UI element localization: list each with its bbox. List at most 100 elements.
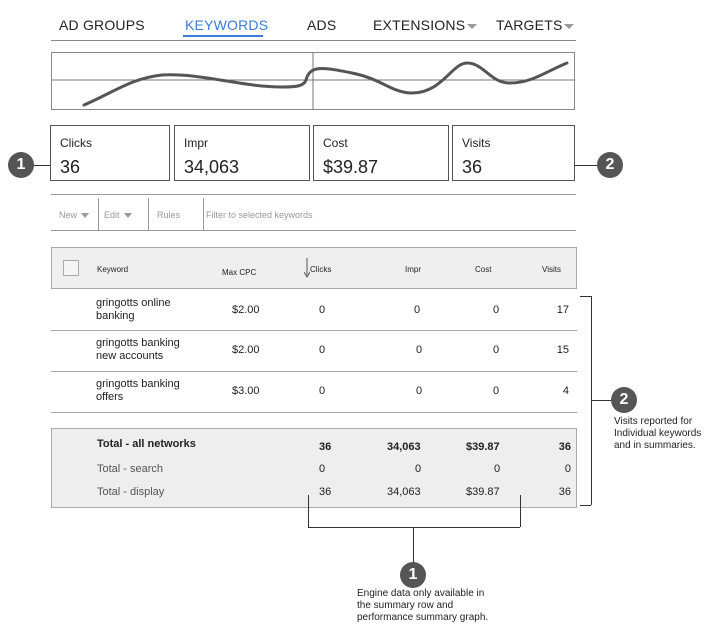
metric-impr-label: Impr [184,136,208,150]
max-cpc-cell[interactable]: $2.00 [232,344,260,356]
tab-extensions-label: EXTENSIONS [373,17,466,33]
table-row[interactable]: gringotts online banking $2.00 0 0 0 17 [51,290,577,331]
visits-bracket-connector [591,400,611,401]
tab-extensions[interactable]: EXTENSIONS [373,17,478,33]
note-line: and in summaries. [614,440,696,451]
keyword-line: banking [96,310,135,322]
max-cpc-cell[interactable]: $2.00 [232,304,260,316]
toolbar-separator [98,198,99,230]
keyword-cell[interactable]: gringotts online banking [96,297,196,323]
toolbar-separator [148,198,149,230]
summary-cost: $39.87 [466,441,500,453]
tab-keywords[interactable]: KEYWORDS [185,17,269,33]
metric-impr-value: 34,063 [184,157,240,177]
sort-arrow-icon [303,258,311,283]
engine-bracket-base [308,527,520,528]
keyword-line: gringotts banking [96,378,180,390]
performance-graph-svg [52,53,574,109]
metric-cost-label: Cost [323,136,348,150]
rules-button[interactable]: Rules [157,210,181,220]
visits-bracket-bottom [580,505,591,506]
callout-note-2: Visits reported for Individual keywords … [614,416,701,452]
note-line: Visits reported for [614,416,693,427]
new-button[interactable]: New [59,210,90,220]
metric-clicks-value: 36 [60,157,81,177]
new-button-label: New [59,210,78,220]
impr-cell: 0 [414,304,421,316]
note-line: Individual keywords [614,428,702,439]
callout-badge-1: 1 [400,562,426,588]
clicks-cell: 0 [319,385,326,397]
tab-targets[interactable]: TARGETS [496,17,575,33]
keyword-cell[interactable]: gringotts banking offers [96,378,196,404]
engine-bracket-right [520,495,521,527]
cost-cell: 0 [493,385,500,397]
cost-cell: 0 [493,304,500,316]
toolbar-separator [203,198,204,230]
visits-bracket-top [580,296,591,297]
summary-visits: 36 [558,441,571,453]
visits-cell: 15 [556,344,569,356]
select-all-checkbox[interactable] [63,260,79,276]
header-visits[interactable]: Visits [542,265,561,274]
note-line: performance summary graph. [357,612,489,623]
keyword-line: gringotts banking [96,337,180,349]
metric-visits-label: Visits [462,136,491,150]
chevron-down-icon [123,213,132,219]
chevron-down-icon [467,23,478,29]
chevron-down-icon [564,23,575,29]
keyword-line: gringotts online [96,297,171,309]
note-line: Engine data only available in [357,588,485,599]
impr-cell: 0 [416,385,423,397]
callout-connector-1 [34,165,50,166]
header-keyword[interactable]: Keyword [97,265,129,274]
impr-cell: 0 [416,344,423,356]
summary-impr: 0 [415,463,422,475]
note-line: the summary row and [357,600,454,611]
toolbar-top-rule [51,194,576,195]
engine-bracket-left [308,495,309,527]
summary-label: Total - display [97,486,165,498]
metric-clicks-label: Clicks [60,136,92,150]
metric-visits-value: 36 [462,157,483,177]
metric-impr: Impr 34,063 [174,125,310,181]
performance-trend-line [82,61,569,107]
cost-cell: 0 [493,344,500,356]
summary-clicks: 36 [319,486,332,498]
summary-cost: 0 [494,463,501,475]
summary-cost: $39.87 [466,486,500,498]
summary-impr: 34,063 [387,486,421,498]
tab-ad-groups[interactable]: AD GROUPS [59,17,145,33]
callout-badge-1: 1 [8,152,34,178]
toolbar-bottom-rule [51,230,576,231]
table-row[interactable]: gringotts banking offers $3.00 0 0 0 4 [51,372,577,413]
max-cpc-cell[interactable]: $3.00 [232,385,260,397]
table-row[interactable]: gringotts banking new accounts $2.00 0 0… [51,331,577,372]
header-impr[interactable]: Impr [405,265,421,274]
filter-input[interactable]: Filter to selected keywords [206,210,313,220]
metric-visits: Visits 36 [452,125,575,181]
edit-button[interactable]: Edit [104,210,132,220]
keyword-line: offers [96,391,124,403]
callout-note-1: Engine data only available in the summar… [357,588,488,624]
callout-connector-2 [574,165,597,166]
clicks-cell: 0 [319,344,326,356]
tabs-divider [51,40,576,41]
header-cost[interactable]: Cost [475,265,492,274]
edit-button-label: Edit [104,210,120,220]
chevron-down-icon [81,213,90,219]
header-clicks[interactable]: Clicks [310,265,332,274]
visits-cell: 4 [562,385,569,397]
summary-impr: 34,063 [387,441,421,453]
performance-summary-graph [51,52,575,110]
tab-ads[interactable]: ADS [307,17,337,33]
keyword-cell[interactable]: gringotts banking new accounts [96,337,196,363]
header-max-cpc[interactable]: Max CPC [222,268,257,277]
callout-badge-2: 2 [611,387,637,413]
clicks-cell: 0 [319,304,326,316]
metric-cost-value: $39.87 [323,157,379,177]
metric-clicks: Clicks 36 [50,125,170,181]
table-header: Keyword Max CPC Clicks Impr Cost Visits [51,247,577,289]
callout-badge-2: 2 [597,152,623,178]
summary-label: Total - search [97,463,164,475]
